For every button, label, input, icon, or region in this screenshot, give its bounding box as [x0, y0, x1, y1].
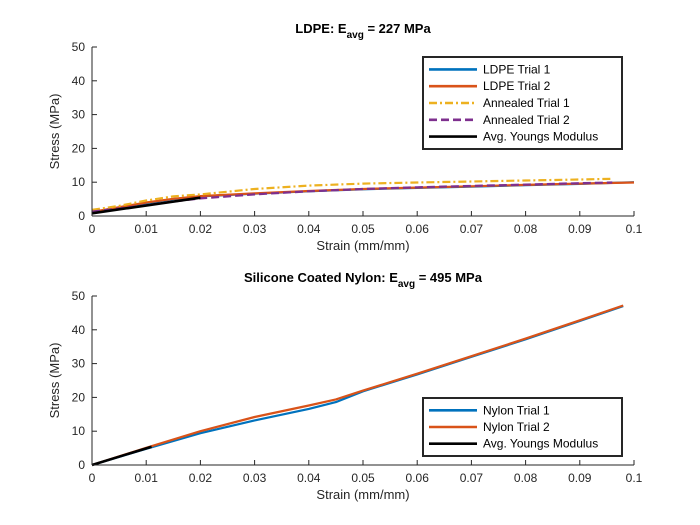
x-tick-label: 0.06	[406, 471, 430, 485]
y-tick-label: 20	[72, 390, 86, 404]
chart-title: Silicone Coated Nylon: Eavg = 495 MPa	[244, 270, 483, 290]
y-tick-label: 10	[72, 175, 86, 189]
x-tick-label: 0.04	[297, 222, 321, 236]
x-tick-label: 0.07	[460, 471, 484, 485]
y-tick-label: 40	[72, 74, 86, 88]
y-tick-label: 30	[72, 108, 86, 122]
x-axis-label: Strain (mm/mm)	[316, 238, 409, 253]
y-tick-label: 0	[78, 209, 85, 223]
legend-label: Nylon Trial 2	[483, 420, 550, 434]
y-tick-label: 50	[72, 289, 86, 303]
title-main: Silicone Coated Nylon: E	[244, 270, 398, 285]
legend-label: Annealed Trial 1	[483, 96, 570, 110]
legend-label: Avg. Youngs Modulus	[483, 437, 598, 451]
x-tick-label: 0.02	[189, 471, 213, 485]
legend-label: LDPE Trial 1	[483, 62, 551, 76]
x-tick-label: 0.1	[626, 471, 643, 485]
y-tick-label: 40	[72, 323, 86, 337]
title-tail: = 227 MPa	[364, 21, 432, 36]
x-tick-label: 0.05	[351, 222, 375, 236]
y-tick-label: 30	[72, 357, 86, 371]
legend-label: Avg. Youngs Modulus	[483, 130, 598, 144]
y-tick-label: 10	[72, 424, 86, 438]
x-tick-label: 0.05	[351, 471, 375, 485]
x-tick-label: 0.08	[514, 471, 538, 485]
chart-2: Silicone Coated Nylon: Eavg = 495 MPa 0 0.…	[47, 270, 643, 502]
x-tick-label: 0.08	[514, 222, 538, 236]
x-tick-label: 0.07	[460, 222, 484, 236]
x-tick-label: 0.09	[568, 471, 592, 485]
y-tick-label: 50	[72, 40, 86, 54]
x-tick-label: 0.04	[297, 471, 321, 485]
legend-label: Annealed Trial 2	[483, 113, 570, 127]
x-tick-label: 0.09	[568, 222, 592, 236]
chart-1: LDPE: Eavg = 227 MPa 0 0.01 0.02 0.03 0.04 0.0…	[47, 21, 643, 253]
x-tick-label: 0	[89, 471, 96, 485]
series-line-3	[91, 177, 613, 211]
x-tick-label: 0.03	[243, 471, 267, 485]
title-main: LDPE: E	[295, 21, 347, 36]
legend: LDPE Trial 1 LDPE Trial 2 Annealed Trial 1…	[422, 56, 623, 150]
y-tick-label: 0	[78, 458, 85, 472]
x-tick-label: 0.01	[135, 222, 159, 236]
x-tick-label: 0	[89, 222, 96, 236]
title-subscript: avg	[398, 279, 415, 290]
legend-label: LDPE Trial 2	[483, 79, 551, 93]
x-axis-label: Strain (mm/mm)	[316, 487, 409, 502]
x-tick-label: 0.02	[189, 222, 213, 236]
series-line-3	[91, 445, 152, 467]
chart-title: LDPE: Eavg = 227 MPa	[295, 21, 431, 41]
x-tick-label: 0.06	[406, 222, 430, 236]
x-tick-label: 0.1	[626, 222, 643, 236]
y-tick-label: 20	[72, 141, 86, 155]
x-tick-label: 0.03	[243, 222, 267, 236]
series-line-2	[91, 304, 624, 467]
x-tick-label: 0.01	[135, 471, 159, 485]
title-subscript: avg	[347, 30, 364, 41]
y-axis-label: Stress (MPa)	[47, 94, 62, 170]
legend: Nylon Trial 1 Nylon Trial 2 Avg. Youngs Mo…	[422, 397, 623, 457]
title-tail: = 495 MPa	[415, 270, 483, 285]
y-axis-label: Stress (MPa)	[47, 343, 62, 419]
legend-label: Nylon Trial 1	[483, 403, 550, 417]
series-line-5	[91, 196, 201, 215]
